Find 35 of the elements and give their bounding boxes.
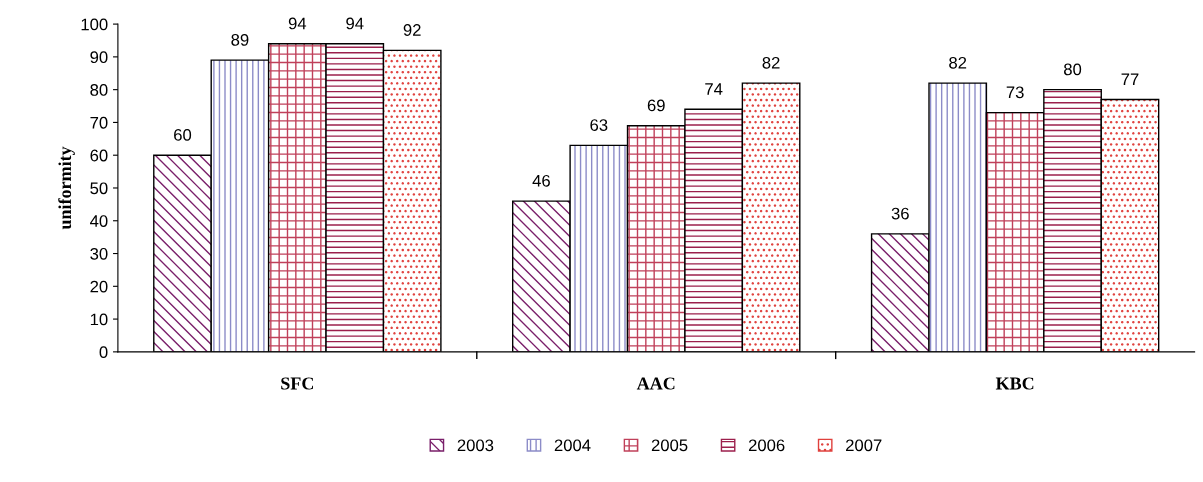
data-label: 80 — [1064, 63, 1082, 76]
data-label: 73 — [1006, 86, 1024, 99]
data-label: 94 — [288, 17, 307, 30]
data-label: 89 — [231, 33, 249, 46]
y-tick-label: 60 — [90, 149, 108, 162]
data-label: 63 — [590, 119, 608, 131]
y-tick-label: 30 — [90, 247, 108, 260]
y-tick-label: 40 — [90, 215, 108, 227]
y-tick-label: 100 — [81, 18, 108, 31]
y-tick-label: 10 — [90, 313, 108, 326]
data-label: 77 — [1121, 73, 1139, 85]
y-axis-title: uniformity — [58, 146, 75, 230]
legend-label: 2005 — [651, 439, 688, 452]
x-tick-label: KBC — [995, 377, 1034, 390]
data-label: 94 — [346, 17, 364, 30]
legend-label: 2003 — [457, 439, 494, 452]
data-label: 92 — [403, 24, 421, 36]
legend-label: 2006 — [748, 439, 785, 452]
data-label: 82 — [949, 56, 967, 69]
data-label: 36 — [891, 207, 909, 220]
y-tick-label: 0 — [99, 346, 108, 359]
data-label: 46 — [532, 174, 550, 187]
legend-label: 2007 — [846, 439, 882, 452]
legend-label: 2004 — [554, 439, 591, 452]
y-tick-label: 50 — [90, 182, 108, 195]
y-tick-label: 70 — [90, 116, 108, 129]
data-label: 60 — [174, 129, 192, 141]
x-tick-label: SFC — [281, 377, 314, 390]
y-tick-label: 90 — [90, 51, 108, 64]
y-tick-label: 80 — [90, 84, 108, 96]
data-label: 74 — [705, 83, 723, 95]
data-label: 69 — [647, 99, 665, 112]
x-tick-label: AAC — [636, 377, 675, 390]
y-tick-label: 20 — [90, 280, 108, 293]
data-label: 82 — [762, 56, 780, 69]
